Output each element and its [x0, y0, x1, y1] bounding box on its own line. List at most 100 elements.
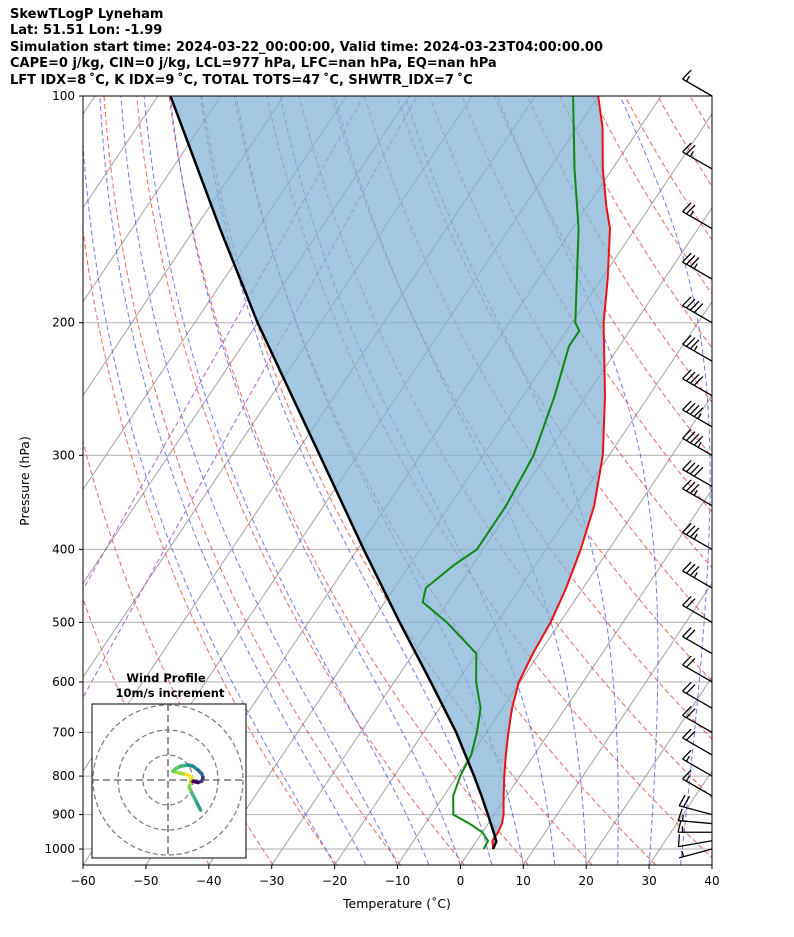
barb-full-feather — [682, 142, 692, 153]
barb-staff — [678, 848, 713, 859]
sounding-lines — [169, 96, 612, 850]
barb-half-feather — [693, 345, 698, 352]
isotherm — [648, 770, 712, 865]
dry-adiabat — [494, 96, 712, 458]
barb-half-feather — [685, 755, 691, 762]
wind-barb — [682, 523, 713, 550]
barb-staff — [682, 664, 713, 683]
wind-barb — [682, 769, 713, 797]
barb-staff — [682, 305, 713, 324]
axes: −60 −50 −40 −30 −20 −10 0 10 20 30 40 1000 900 800 700… — [44, 89, 719, 888]
cape-cin-fill — [170, 96, 610, 849]
wind-barb — [682, 400, 713, 428]
barb-full-feather — [682, 202, 692, 213]
wind-barbs — [677, 69, 713, 859]
barb-half-feather — [693, 533, 698, 540]
barb-full-feather — [682, 706, 692, 716]
barb-staff — [682, 343, 713, 362]
hodograph-trace-segment — [191, 779, 200, 785]
y-tick-label: 300 — [52, 448, 75, 462]
y-tick-label: 1000 — [44, 842, 75, 856]
barb-staff — [682, 635, 713, 655]
wind-barb — [682, 334, 713, 362]
wind-barb — [678, 848, 713, 859]
barb-staff — [682, 488, 713, 507]
header: SkewTLogP Lyneham Lat: 51.51 Lon: -1.99 … — [10, 7, 603, 89]
barb-full-feather — [685, 563, 696, 574]
barb-staff — [682, 78, 713, 97]
dry-adiabat — [136, 96, 465, 865]
barb-full-feather — [689, 373, 700, 384]
barb-full-feather — [677, 820, 682, 833]
barb-full-feather — [689, 464, 700, 475]
barb-half-feather — [693, 489, 698, 496]
wind-barb — [677, 820, 712, 833]
isotherm — [585, 676, 712, 865]
dry-adiabat — [201, 96, 593, 865]
barb-staff — [682, 758, 713, 777]
cape-cin-area — [170, 96, 610, 849]
barb-full-feather — [685, 298, 696, 309]
wind-barb — [682, 627, 713, 655]
wind-barb — [682, 69, 713, 97]
wind-barb — [678, 794, 713, 816]
moist-adiabat — [143, 96, 430, 865]
wind-barb — [682, 428, 713, 456]
barb-half-feather — [681, 850, 685, 857]
moist-adiabat — [83, 136, 336, 865]
y-tick-label: 600 — [52, 675, 75, 689]
barb-staff — [682, 437, 713, 456]
barb-full-feather — [685, 525, 696, 536]
barb-full-feather — [685, 431, 696, 441]
wind-barb — [682, 749, 713, 777]
wind-barb — [682, 681, 713, 709]
hodograph-title: Wind Profile — [126, 671, 206, 685]
barb-staff — [682, 261, 713, 280]
barb-full-feather — [682, 749, 692, 760]
dry-adiabat — [689, 96, 712, 134]
wind-barb — [682, 596, 713, 623]
barb-full-feather — [682, 728, 692, 739]
wind-barb — [682, 252, 713, 280]
wind-barb — [682, 142, 713, 170]
dry-adiabat — [788, 96, 794, 865]
x-tick-label: 20 — [579, 874, 594, 888]
x-axis-label: Temperature (˚C) — [342, 896, 451, 911]
barb-full-feather — [682, 334, 692, 345]
barb-full-feather — [689, 300, 700, 311]
dry-adiabat — [298, 96, 712, 799]
barb-staff — [678, 840, 713, 848]
barb-staff — [682, 211, 713, 230]
barb-half-feather — [697, 441, 702, 448]
wind-barb — [682, 296, 713, 324]
barb-staff — [682, 378, 713, 397]
barb-full-feather — [685, 481, 696, 492]
barb-full-feather — [689, 483, 700, 494]
barb-full-feather — [685, 684, 696, 694]
dry-adiabat — [168, 96, 529, 865]
dry-adiabat — [755, 96, 794, 865]
hodograph-inset: Wind Profile 10m/s increment — [91, 671, 247, 859]
barb-full-feather — [685, 462, 696, 473]
barb-full-feather — [682, 561, 692, 572]
barb-full-feather — [689, 404, 700, 415]
barb-staff — [682, 714, 713, 733]
barb-full-feather — [685, 204, 696, 215]
simulation-times: Simulation start time: 2024-03-22_00:00:… — [10, 39, 603, 55]
barb-full-feather — [689, 257, 700, 267]
barb-full-feather — [689, 566, 700, 576]
y-tick-label: 100 — [52, 89, 75, 103]
moist-adiabat — [120, 96, 398, 865]
barb-staff — [678, 819, 713, 825]
barb-full-feather — [678, 794, 686, 807]
dry-adiabat — [657, 96, 712, 188]
barb-full-feather — [685, 708, 696, 719]
y-tick-label: 200 — [52, 316, 75, 330]
barb-full-feather — [682, 627, 692, 637]
isotherm — [460, 488, 712, 865]
moist-adiabat — [99, 96, 367, 865]
barb-staff — [678, 805, 713, 816]
barb-full-feather — [685, 629, 696, 640]
barb-full-feather — [685, 254, 696, 265]
